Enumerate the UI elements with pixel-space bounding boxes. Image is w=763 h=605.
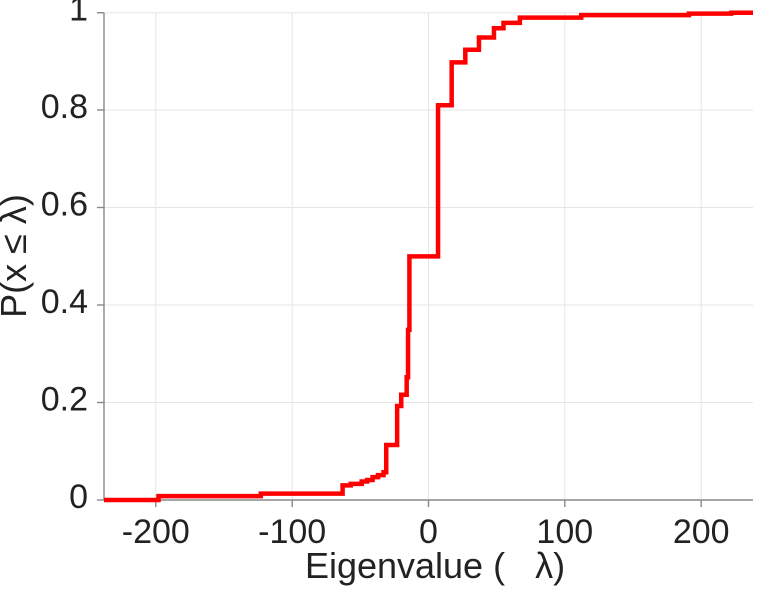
svg-text:0.4: 0.4 <box>41 283 88 321</box>
svg-text:0.8: 0.8 <box>41 88 88 126</box>
svg-text:0: 0 <box>69 478 88 516</box>
svg-text:0.2: 0.2 <box>41 381 88 419</box>
svg-text:P(x ≤ λ): P(x ≤ λ) <box>0 194 34 318</box>
svg-text:200: 200 <box>673 513 730 551</box>
svg-text:-200: -200 <box>122 513 190 551</box>
svg-text:1: 1 <box>69 0 88 29</box>
svg-text:Eigenvalue ( λ): Eigenvalue ( λ) <box>305 545 565 586</box>
svg-text:0.6: 0.6 <box>41 186 88 224</box>
